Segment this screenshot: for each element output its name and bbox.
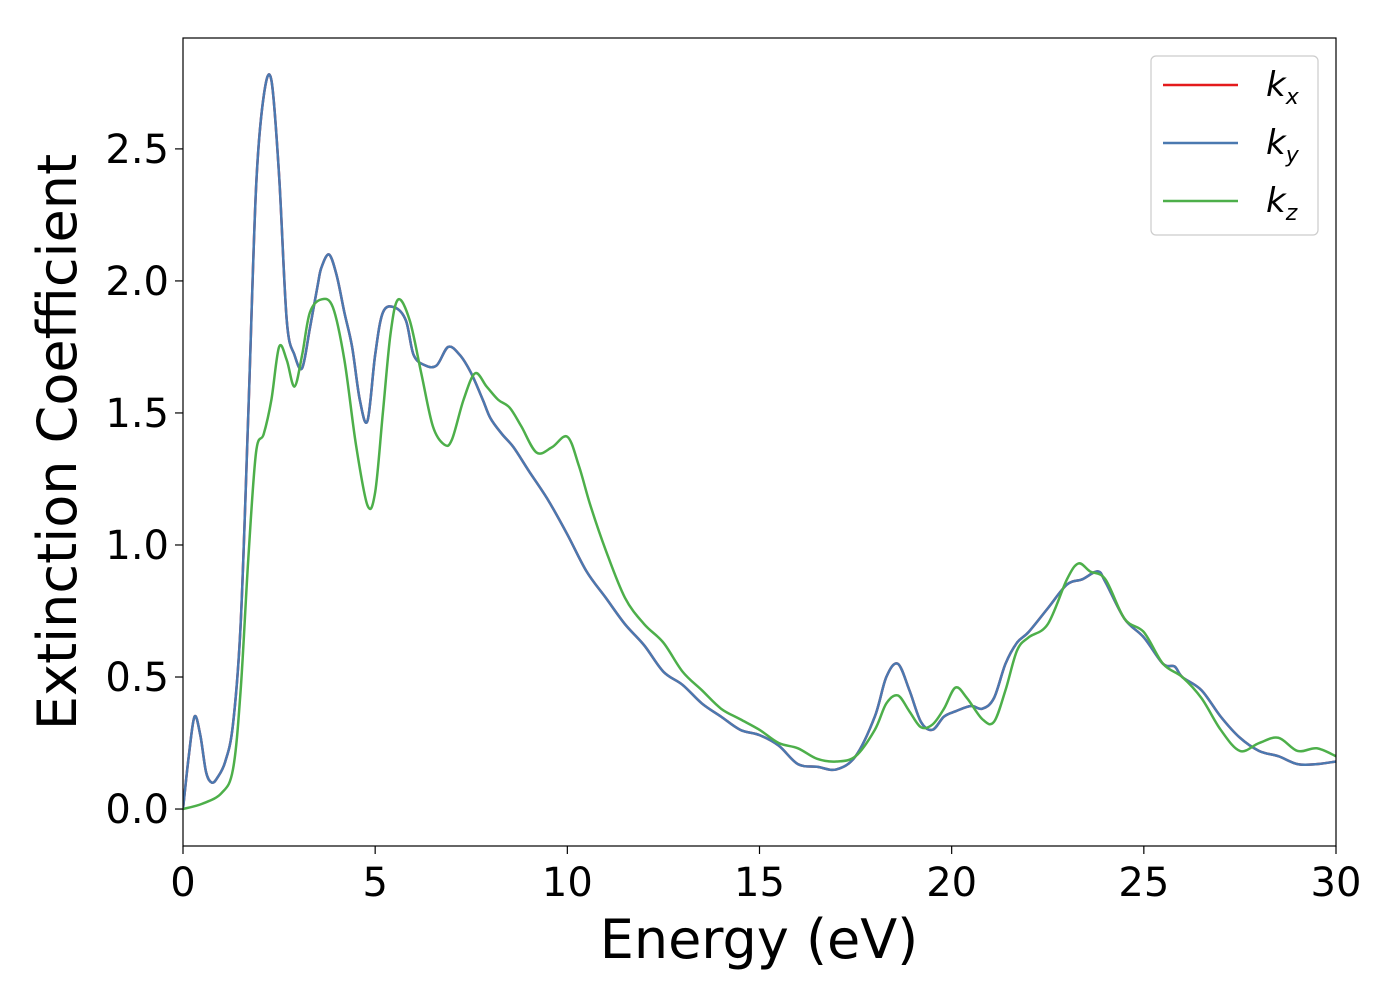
x-tick-label: 0 [170,860,195,906]
x-tick-label: 5 [362,860,387,906]
plot-area [183,73,1336,811]
y-tick-label: 0.0 [105,787,169,833]
x-tick-label: 30 [1311,860,1362,906]
legend-label-x: kx [1266,65,1300,110]
axis-ticks: 0 5 10 15 20 25 30 0.0 0.5 1.0 1.5 2.0 2.5 [105,127,1361,906]
legend-label-y: ky [1266,123,1300,168]
y-axis-title: Extinction Coefficient [26,154,89,730]
x-tick-label: 20 [926,860,977,906]
y-tick-label: 2.0 [105,259,169,305]
series-line-z [183,297,1336,811]
y-tick-label: 1.5 [105,391,169,437]
x-tick-label: 25 [1118,860,1169,906]
legend: kx ky kz [1150,55,1319,236]
x-axis-title: Energy (eV) [600,908,919,971]
legend-label-z: kz [1266,181,1298,226]
y-tick-label: 2.5 [105,127,169,173]
x-tick-label: 15 [734,860,785,906]
x-tick-label: 10 [542,860,593,906]
legend-box [1150,55,1319,236]
y-tick-label: 1.0 [105,523,169,569]
series-line-y [183,73,1336,810]
y-tick-label: 0.5 [105,655,169,701]
